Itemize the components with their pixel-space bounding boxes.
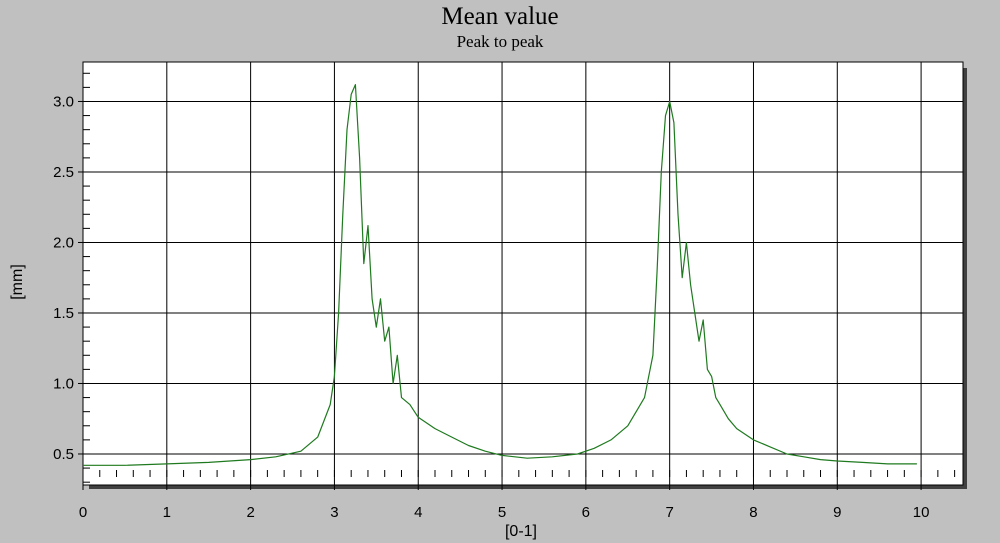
- x-tick-label: 3: [330, 504, 338, 521]
- y-axis-label: [mm]: [9, 264, 26, 300]
- x-tick-label: 10: [913, 504, 930, 521]
- series-line: [83, 83, 917, 466]
- y-tick-label: 3.0: [53, 93, 74, 110]
- tick-labels: 0 1 2 3 4 5 6 7 8 9 10 0.5 1.0 1.5 2.0 2.5 3.0: [53, 93, 929, 521]
- x-tick-label: 5: [498, 504, 506, 521]
- x-tick-label: 0: [79, 504, 87, 521]
- y-tick-label: 1.0: [53, 375, 74, 392]
- plot-area: [82, 61, 964, 486]
- x-tick-label: 8: [749, 504, 757, 521]
- chart-title: Mean value: [441, 3, 558, 30]
- x-tick-label: 4: [414, 504, 422, 521]
- y-tick-label: 1.5: [53, 305, 74, 322]
- y-tick-label: 0.5: [53, 446, 74, 463]
- x-axis-label: [0-1]: [505, 523, 537, 540]
- y-tick-label: 2.0: [53, 234, 74, 251]
- chart-subtitle: Peak to peak: [457, 32, 544, 51]
- series-group: [83, 83, 917, 466]
- x-tick-label: 2: [246, 504, 254, 521]
- x-tick-label: 1: [163, 504, 171, 521]
- minor-ticks: [83, 72, 956, 483]
- x-tick-label: 6: [582, 504, 590, 521]
- x-tick-label: 7: [665, 504, 673, 521]
- x-tick-label: 9: [833, 504, 841, 521]
- y-tick-label: 2.5: [53, 164, 74, 181]
- grid-lines: [83, 62, 963, 485]
